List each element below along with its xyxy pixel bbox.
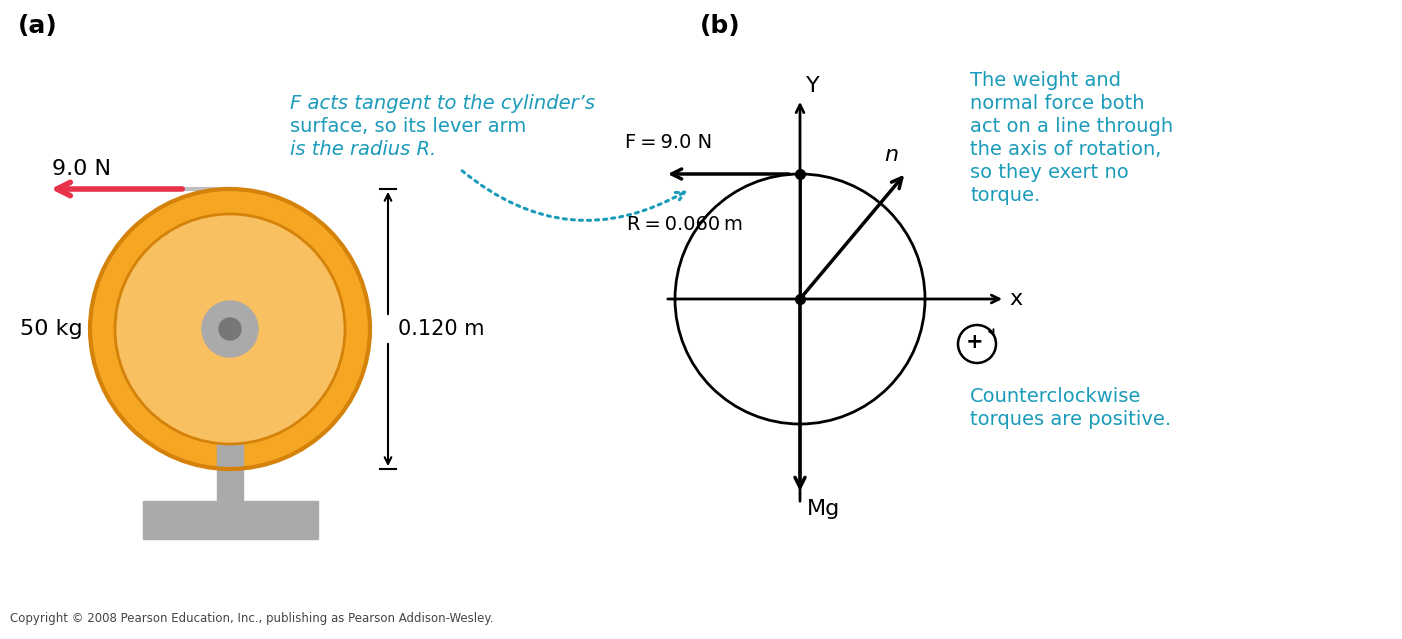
Circle shape (202, 301, 258, 357)
Text: +: + (966, 332, 984, 352)
Text: is the radius R.: is the radius R. (290, 140, 436, 159)
Circle shape (115, 214, 345, 444)
Text: 9.0 N: 9.0 N (52, 159, 111, 179)
Bar (143, 501, 318, 539)
Text: The weight and: The weight and (970, 71, 1122, 90)
Circle shape (90, 189, 370, 469)
Text: x: x (1009, 289, 1022, 309)
Text: Mg: Mg (808, 499, 840, 519)
Text: (b): (b) (700, 14, 740, 38)
Text: 0.120 m: 0.120 m (398, 319, 485, 339)
Text: normal force both: normal force both (970, 94, 1144, 113)
Text: torques are positive.: torques are positive. (970, 410, 1171, 429)
Text: the axis of rotation,: the axis of rotation, (970, 140, 1161, 159)
Text: 50 kg: 50 kg (20, 319, 83, 339)
FancyArrowPatch shape (463, 171, 684, 220)
Text: (a): (a) (18, 14, 57, 38)
Text: so they exert no: so they exert no (970, 163, 1129, 182)
Text: Counterclockwise: Counterclockwise (970, 387, 1141, 406)
Bar (217, 434, 243, 519)
Text: n: n (885, 144, 899, 165)
Text: R = 0.060 m: R = 0.060 m (627, 215, 743, 233)
Text: surface, so its lever arm: surface, so its lever arm (290, 117, 526, 136)
Text: F = 9.0 N: F = 9.0 N (625, 133, 712, 152)
Text: Y: Y (806, 76, 820, 96)
Text: Copyright © 2008 Pearson Education, Inc., publishing as Pearson Addison-Wesley.: Copyright © 2008 Pearson Education, Inc.… (10, 612, 494, 625)
Circle shape (219, 318, 241, 340)
Text: torque.: torque. (970, 186, 1040, 205)
Text: F acts tangent to the cylinder’s: F acts tangent to the cylinder’s (290, 94, 594, 113)
Text: act on a line through: act on a line through (970, 117, 1173, 136)
